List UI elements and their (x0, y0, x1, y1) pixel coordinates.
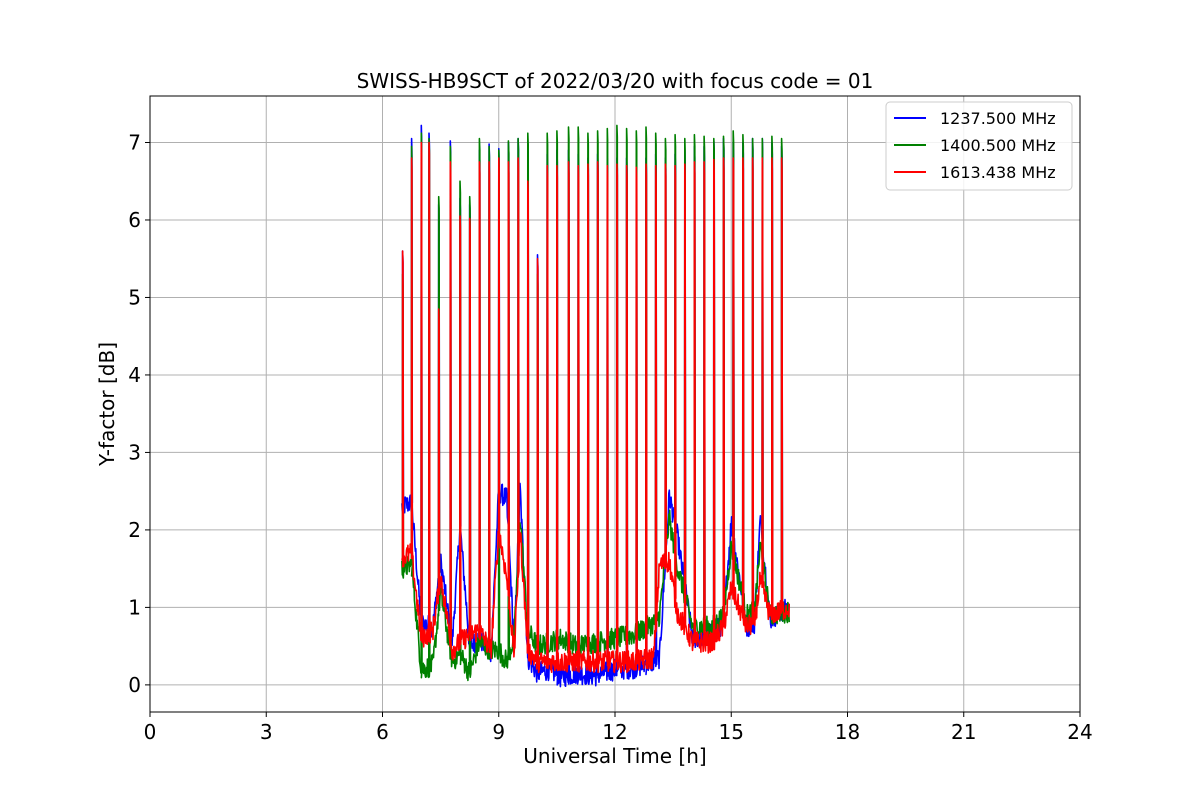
x-tick-label: 6 (376, 720, 389, 744)
y-tick-label: 4 (128, 363, 141, 387)
x-tick-label: 15 (719, 720, 744, 744)
y-axis-label: Y-factor [dB] (95, 342, 119, 467)
x-tick-label: 9 (492, 720, 505, 744)
chart-title: SWISS-HB9SCT of 2022/03/20 with focus co… (357, 69, 874, 93)
grid-layer (149, 96, 1081, 712)
x-tick-label: 3 (260, 720, 273, 744)
x-tick-label: 18 (835, 720, 860, 744)
y-tick-label: 7 (128, 130, 141, 154)
x-tick-label: 12 (602, 720, 627, 744)
series-layer (401, 124, 790, 688)
x-tick-label: 0 (144, 720, 157, 744)
y-tick-label: 0 (128, 673, 141, 697)
x-axis-label: Universal Time [h] (523, 744, 706, 768)
legend: 1237.500 MHz 1400.500 MHz 1613.438 MHz (885, 101, 1073, 191)
y-tick-label: 1 (128, 595, 141, 619)
series-line (401, 141, 790, 674)
y-tick-label: 2 (128, 518, 141, 542)
legend-box (885, 101, 1073, 191)
x-tick-label: 24 (1067, 720, 1092, 744)
legend-entry-label: 1400.500 MHz (940, 136, 1056, 155)
legend-entry-label: 1613.438 MHz (940, 163, 1056, 182)
y-tick-label: 5 (128, 285, 141, 309)
y-tick-label: 3 (128, 440, 141, 464)
y-tick-label: 6 (128, 208, 141, 232)
x-tick-label: 21 (951, 720, 976, 744)
legend-entry-label: 1237.500 MHz (940, 109, 1056, 128)
